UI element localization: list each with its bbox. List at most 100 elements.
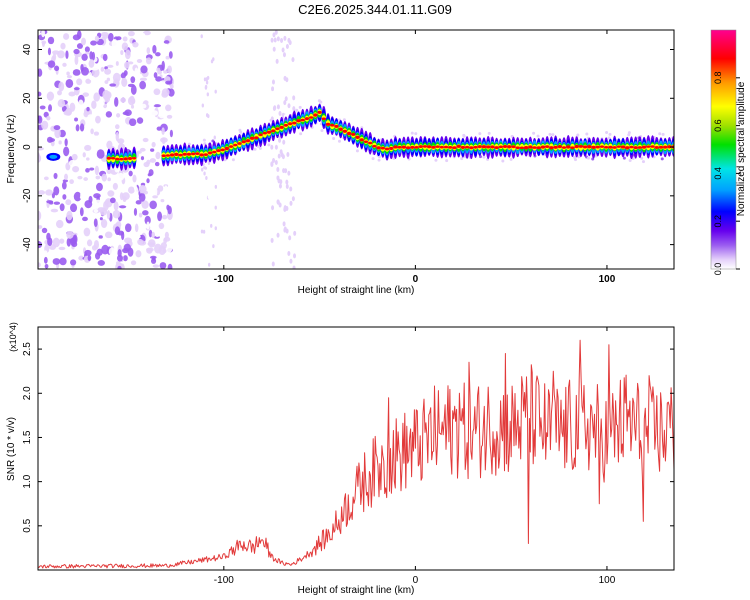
spectrogram-cell [104, 68, 112, 75]
spectrogram-xtick-label: -100 [214, 274, 234, 285]
spectrogram-ridge-cell [498, 145, 504, 149]
colorbar-axes: 0.0 0.2 0.4 0.6 0.8 [713, 72, 740, 275]
spectrogram-ridge-cell [228, 145, 234, 148]
spectrogram-cell [112, 209, 121, 219]
spectrogram-cell [120, 72, 127, 79]
spectrogram-cell [57, 99, 66, 108]
spectrogram-ridge-cell [296, 119, 301, 123]
spectrogram-cell [52, 237, 60, 248]
spectrogram-ridge-cell [338, 127, 343, 131]
spectrogram-cell [159, 201, 163, 207]
spectrogram-cell [410, 131, 414, 135]
spectrogram-cell [106, 262, 112, 269]
spectrogram-cell [276, 175, 280, 181]
spectrogram-ridge-cell [254, 136, 259, 140]
spectrogram-cell [65, 78, 74, 88]
spectrogram-cell [206, 60, 210, 65]
spectrogram-ridge-cell [203, 153, 209, 157]
spectrogram-cell [289, 258, 293, 264]
spectrogram-cell [50, 208, 59, 213]
spectrogram-cell [100, 31, 109, 37]
spectrogram-cell [532, 131, 536, 135]
spectrogram-cell [283, 75, 287, 81]
spectrogram-cell [85, 51, 90, 55]
spectrogram-cell [62, 224, 68, 230]
spectrogram-cell [96, 182, 103, 192]
spectrogram-cell [106, 64, 114, 68]
spectrogram-cell [159, 262, 167, 269]
spectrogram-ridge-cell [258, 133, 263, 137]
spectrogram-cell [38, 154, 42, 163]
spectrogram-ridge-cell [599, 145, 605, 148]
spectrogram-cell [165, 55, 170, 60]
spectrogram-cell [47, 60, 56, 68]
spectrogram-cell [58, 246, 66, 251]
spectrogram-ridge-cell [401, 145, 407, 149]
spectrogram-ridge-cell [456, 144, 461, 148]
spectrogram-cell [132, 41, 139, 48]
spectrogram-cell [205, 113, 209, 118]
spectrogram-cell [203, 171, 206, 176]
spectrogram-cell [658, 132, 662, 136]
spectrogram-cell [207, 262, 211, 267]
spectrogram-ridge-cell [481, 145, 487, 149]
spectrogram-ridge-cell [245, 139, 251, 143]
spectrogram-cell [136, 117, 144, 124]
spectrogram-ridge-cell [502, 145, 508, 148]
spectrogram-cell [460, 157, 464, 161]
spectrogram-cell [46, 91, 55, 101]
spectrogram-axes: -100 0 100 -40 -20 0 20 40 [22, 30, 674, 285]
spectrogram-ridge-cell [620, 145, 626, 149]
spectrogram-ridge-cell [190, 152, 196, 156]
spectrogram-cell [93, 208, 99, 213]
spectrogram-cell [94, 199, 102, 205]
spectrogram-cell [140, 32, 146, 38]
spectrogram-ridge-cell [325, 122, 331, 126]
spectrogram-cell [272, 105, 276, 111]
spectrogram-ridge-cell [464, 145, 470, 149]
spectrogram-cell [298, 105, 302, 109]
spectrogram-cell [43, 176, 49, 181]
spectrogram-ridge-cell [561, 146, 567, 149]
spectrogram-ridge-cell [216, 149, 221, 153]
spectrogram-cell [627, 131, 631, 135]
spectrogram-cell [280, 37, 284, 43]
spectrogram-cell [66, 71, 70, 76]
spectrogram-cell [201, 103, 205, 108]
spectrogram-cell [278, 137, 282, 143]
spectrogram-cell [86, 106, 90, 112]
spectrogram-cell [288, 97, 292, 103]
spectrogram-cell [129, 95, 135, 103]
spectrogram-cell [38, 142, 41, 147]
snr-xtick-label: 0 [413, 575, 419, 586]
spectrogram-cell [150, 148, 155, 152]
spectrogram-cell [414, 132, 418, 136]
spectrogram-cell [146, 221, 150, 230]
spectrogram-cell [151, 110, 159, 116]
colorbar-tick-label: 0.4 [713, 167, 723, 180]
spectrogram-cell [115, 124, 120, 130]
spectrogram-cell [462, 134, 466, 138]
spectrogram-cell [342, 118, 346, 122]
spectrogram-cell [69, 102, 76, 112]
spectrogram-cell [123, 255, 128, 262]
spectrogram-cell [501, 159, 505, 163]
spectrogram-ridge-cell [443, 145, 449, 149]
spectrogram-cell [74, 117, 79, 122]
spectrogram-cell [482, 155, 486, 159]
spectrogram-cell [205, 80, 209, 85]
spectrogram-cell [136, 234, 141, 239]
snr-ytick-label: 1.0 [22, 474, 33, 488]
spectrogram-cell [206, 75, 210, 80]
spectrogram-ridge-cell [271, 129, 276, 133]
spectrogram-cell [337, 139, 341, 143]
spectrogram-cell [41, 40, 47, 45]
spectrogram-ridge-cell [536, 146, 541, 150]
spectrogram-cell [136, 59, 143, 64]
spectrogram-cell [161, 60, 165, 71]
spectrogram-cell [158, 222, 165, 230]
spectrogram-ridge-cell [646, 145, 651, 148]
spectrogram-ridge-cell [528, 145, 533, 149]
spectrogram-cell [146, 47, 151, 54]
spectrogram-cell [76, 43, 83, 49]
